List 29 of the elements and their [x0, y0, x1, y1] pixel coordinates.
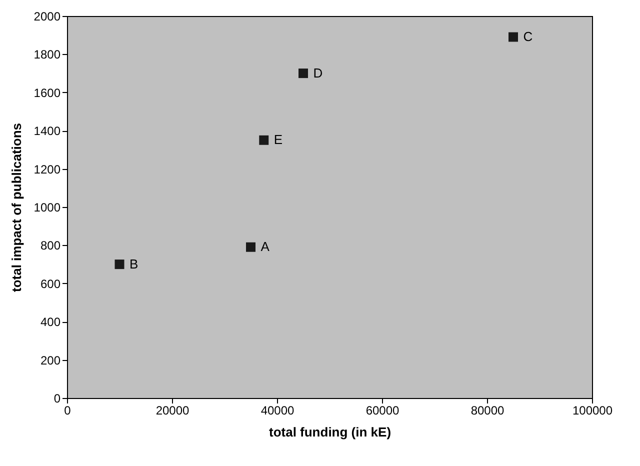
y-tick-label: 1800	[34, 48, 61, 62]
annotation: B	[130, 256, 138, 272]
y-tick-label: 800	[40, 238, 61, 253]
annotation: E	[274, 132, 283, 148]
x-tick-label: 20000	[156, 404, 190, 418]
y-axis-title: total impact of publications	[8, 122, 24, 292]
y-tick-label: 1400	[34, 124, 61, 138]
point	[259, 135, 269, 145]
point	[114, 260, 124, 270]
annotation: A	[260, 239, 270, 254]
x-tick-label: 0	[64, 404, 72, 418]
y-tick-label: 1600	[34, 86, 61, 100]
annotation: D	[313, 65, 323, 80]
point	[298, 68, 308, 78]
y-tick-label: 400	[40, 315, 61, 330]
x-tick-label: 40000	[260, 404, 295, 418]
y-tick-label: 1000	[34, 200, 61, 214]
x-axis-title: total funding (in kE)	[268, 424, 392, 440]
point	[246, 242, 256, 252]
annotation: C	[523, 29, 533, 44]
y-tick-label: 600	[40, 276, 61, 291]
x-tick-label: 100000	[572, 404, 613, 418]
y-tick-label: 200	[40, 353, 61, 368]
x-tick-label: 80000	[470, 404, 505, 418]
y-tick-label: 0	[54, 392, 61, 406]
x-tick-label: 60000	[366, 404, 400, 418]
y-tick-label: 2000	[34, 10, 61, 24]
point	[508, 32, 518, 42]
y-tick-label: 1200	[34, 162, 61, 176]
